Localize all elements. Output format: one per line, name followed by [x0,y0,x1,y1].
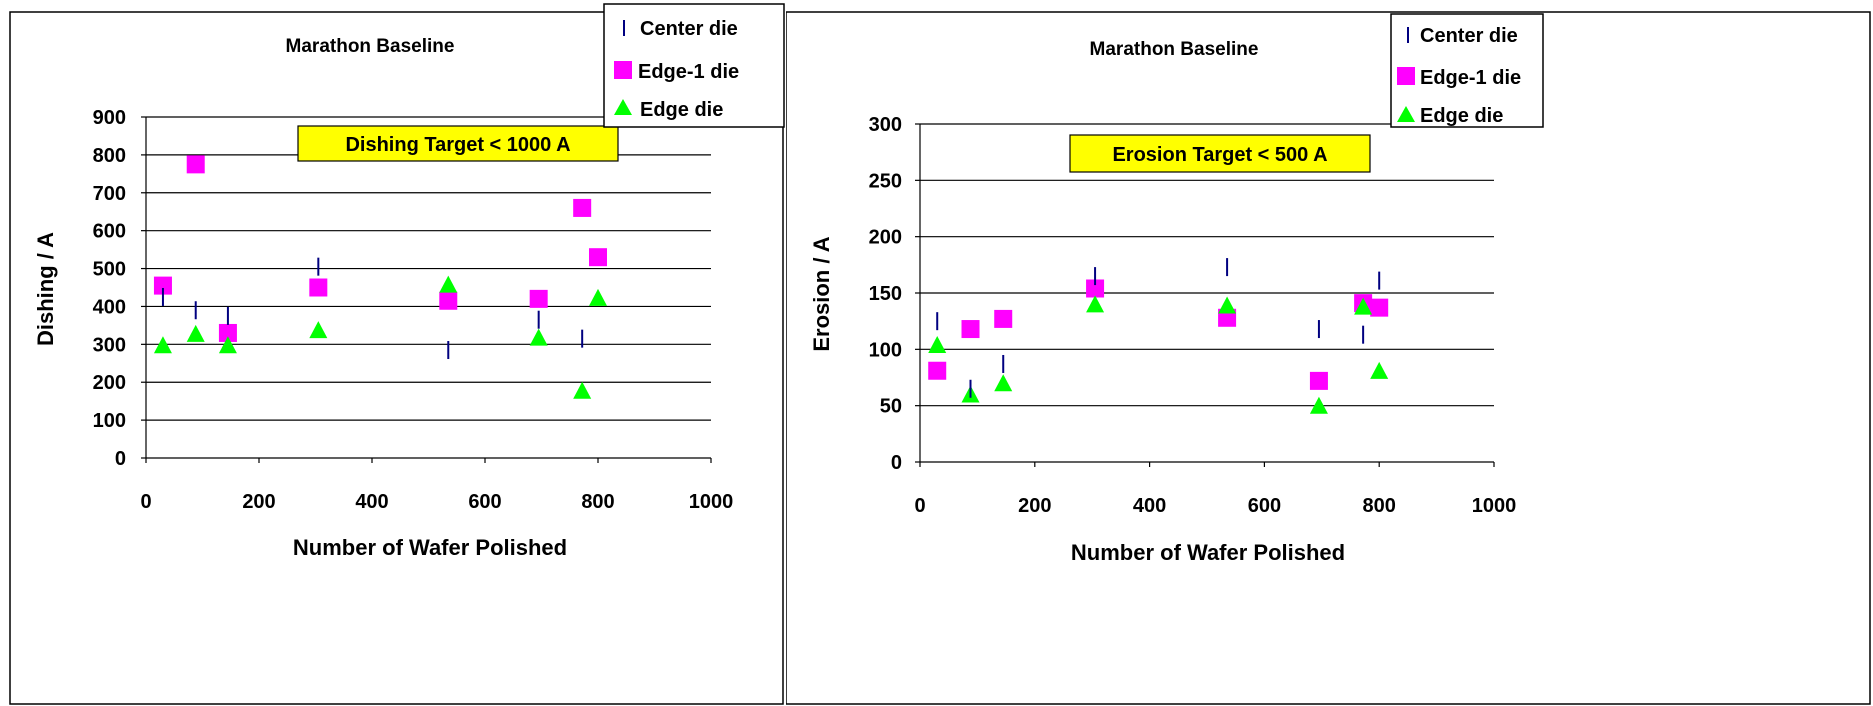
y-tick-label: 50 [880,396,902,418]
edge1-die-point [218,323,237,342]
target-annotation: Dishing Target < 1000 A [297,125,619,162]
dishing-chart-panel: Marathon Baseline Number of Wafer Polish… [0,0,786,706]
y-tick-label: 600 [93,221,126,243]
edge1-die-point [439,291,458,310]
y-tick-label: 400 [93,296,126,318]
x-axis-label: Number of Wafer Polished [1071,540,1345,565]
x-tick-label: 800 [1363,495,1396,517]
x-tick-label: 600 [1248,495,1281,517]
legend: Center die Edge-1 die Edge die [603,3,785,128]
legend-edge1-die-marker [614,61,632,79]
edge-die-point [1354,297,1373,315]
edge-die-point [186,324,205,342]
y-tick-label: 100 [93,410,126,432]
x-tick-label: 200 [1018,495,1051,517]
x-tick-label: 600 [468,491,501,513]
edge-die-point [529,328,548,346]
x-tick-label: 400 [355,491,388,513]
y-tick-label: 150 [869,283,902,305]
edge-die-point [218,336,237,354]
edge1-die-point [186,155,205,174]
y-tick-label: 300 [93,334,126,356]
chart-title: Marathon Baseline [1090,39,1259,60]
x-tick-label: 800 [581,491,614,513]
legend-center-die-label: Center die [1420,25,1518,47]
y-axis-label: Dishing / A [33,232,58,346]
edge-die-point [1309,396,1328,414]
edge1-die-point [573,198,592,217]
y-tick-label: 300 [869,114,902,136]
data-points [153,155,607,399]
x-tick-label: 400 [1133,495,1166,517]
chart-frame [786,11,1871,705]
edge1-die-point [928,361,947,380]
annotation-box [297,125,619,162]
y-axis-label: Erosion / A [809,236,834,351]
edge-die-point [439,275,458,293]
x-tick-label: 0 [140,491,151,513]
y-tick-label: 800 [93,145,126,167]
edge1-die-point [1370,298,1389,317]
axes: 0 50 100 150 200 250 300 0 200 400 600 800 1000 [869,114,1517,517]
y-tick-label: 200 [93,372,126,394]
edge1-die-point [589,248,607,267]
annotation-text: Dishing Target < 1000 A [345,134,570,156]
legend-center-die-label: Center die [640,18,738,40]
edge1-die-point [994,309,1013,328]
y-tick-label: 100 [869,339,902,361]
legend-edge1-die-marker [1397,67,1415,85]
x-tick-label: 1000 [1472,495,1517,517]
edge-die-point [1086,295,1105,313]
annotation-box [1069,134,1371,173]
y-tick-label: 700 [93,183,126,205]
y-tick-label: 900 [93,107,126,129]
edge-die-point [573,381,592,399]
x-tick-label: 0 [914,495,925,517]
x-axis-label: Number of Wafer Polished [293,535,567,560]
legend-edge-die-marker [614,99,632,115]
edge-die-point [1218,296,1237,314]
data-points [928,258,1389,414]
edge1-die-point [961,320,980,339]
y-tick-label: 0 [115,448,126,470]
erosion-chart-panel: Marathon Baseline Number of Wafer Polish… [786,0,1873,706]
edge-die-point [928,335,947,353]
legend-edge-die-label: Edge die [640,99,723,121]
legend-edge1-die-label: Edge-1 die [1420,67,1521,89]
edge-die-point [994,374,1013,392]
dishing-chart: Marathon Baseline Number of Wafer Polish… [9,3,785,705]
legend: Center die Edge-1 die Edge die [1390,13,1544,128]
edge1-die-point [1086,279,1105,298]
x-tick-label: 200 [242,491,275,513]
edge-die-point [1370,361,1389,379]
y-tick-label: 0 [891,452,902,474]
edge1-die-point [529,289,548,308]
axes: 0 100 200 300 400 500 600 700 800 900 0 200 400 600 80… [93,107,734,513]
legend-edge-die-label: Edge die [1420,105,1503,127]
legend-edge-die-marker [1397,106,1415,122]
edge-die-point [309,321,328,339]
annotation-text: Erosion Target < 500 A [1112,144,1327,166]
y-tick-label: 200 [869,227,902,249]
y-tick-label: 500 [93,259,126,281]
legend-edge1-die-label: Edge-1 die [638,61,739,83]
edge-die-point [589,288,607,306]
edge1-die-point [309,278,328,297]
legend-box [603,3,785,128]
edge1-die-point [153,276,172,295]
legend-box [1390,13,1544,128]
chart-title: Marathon Baseline [286,36,455,57]
y-tick-label: 250 [869,170,902,192]
edge-die-point [153,336,172,354]
x-tick-label: 1000 [689,491,734,513]
erosion-chart: Marathon Baseline Number of Wafer Polish… [786,11,1871,705]
target-annotation: Erosion Target < 500 A [1069,134,1371,173]
edge1-die-point [1309,371,1328,390]
